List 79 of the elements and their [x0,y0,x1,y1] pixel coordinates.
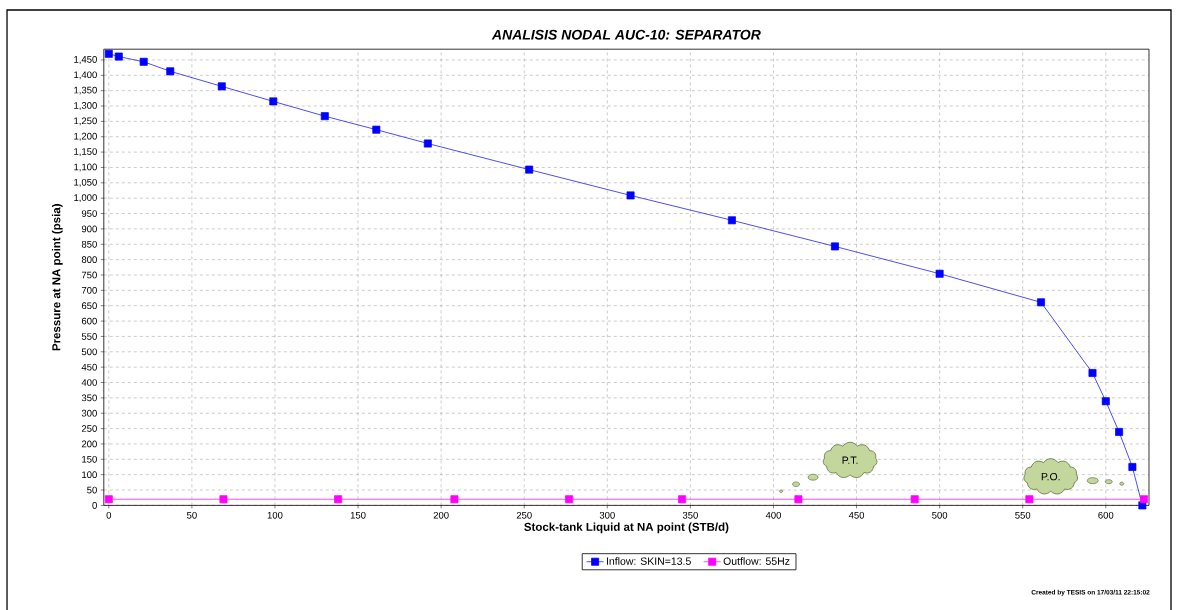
point [794,495,803,504]
point [166,67,175,76]
point [372,125,381,134]
annotation: P.O. [1041,472,1060,481]
y-axis-title: Pressure at NA point (psia) [51,204,63,351]
point [1140,495,1148,504]
point [423,139,432,148]
y-tick-label: 450 [81,363,97,371]
y-tick-label: 50 [87,486,97,494]
x-tick-label: 200 [433,511,449,519]
y-tick-label: 550 [81,333,97,340]
point [1088,369,1097,377]
point [320,112,329,121]
y-tick-label: 500 [81,348,97,356]
y-tick-label: 700 [81,286,97,294]
point [217,82,226,91]
point [104,495,113,504]
x-tick-label: 50 [186,511,197,519]
y-tick-label: 150 [82,455,97,463]
x-tick-label: 250 [516,511,532,519]
x-tick-label: 450 [848,511,865,519]
point [525,165,534,174]
x-tick-label: 400 [765,511,782,519]
x-tick-label: 550 [1015,511,1031,519]
point [334,495,343,504]
y-tick-label: 350 [81,394,97,402]
x-tick-label: 500 [932,511,948,519]
point [269,97,278,106]
point [139,57,148,66]
y-tick-label: 1,150 [74,148,97,157]
y-tick-label: 200 [81,440,97,448]
y-tick-label: 1,200 [74,132,97,141]
y-tick-label: 100 [82,471,97,479]
y-tick-label: 1,050 [74,178,97,187]
y-tick-label: 0 [92,502,97,509]
x-tick-label: 350 [682,511,698,519]
point [219,495,228,504]
point [1101,397,1110,406]
y-tick-label: 1,000 [74,194,97,203]
legend-label: Outflow: 55Hz [723,557,790,565]
y-tick-label: 950 [81,210,97,217]
point [1037,298,1045,307]
legend-label: Inflow: SKIN=13.5 [606,557,691,565]
point [910,495,919,504]
y-tick-label: 850 [81,240,97,248]
x-axis-title: Stock-tank Liquid at NA point (STB/d) [524,522,729,534]
point [830,242,839,251]
y-tick-label: 300 [81,409,97,417]
annotation: P.T. [842,456,858,464]
y-tick-label: 1,400 [74,71,97,80]
y-tick-label: 1,450 [74,56,97,64]
x-tick-label: 100 [267,511,283,519]
y-tick-label: 1,100 [74,163,97,172]
y-tick-label: 900 [81,225,97,233]
y-tick-label: 600 [81,317,97,325]
point [935,269,944,278]
chart-title: ANALISIS NODAL AUC-10: SEPARATOR [491,29,761,40]
x-tick-label: 300 [599,511,615,519]
x-tick-label: 600 [1098,511,1114,519]
point [450,495,459,504]
y-tick-label: 800 [81,256,97,263]
point [104,49,113,58]
y-tick-label: 750 [81,271,97,279]
x-tick-label: 0 [106,511,112,519]
x-tick-label: 150 [350,511,366,519]
y-tick-label: 1,350 [74,86,97,95]
point [114,52,123,61]
point [1025,495,1034,504]
point [678,495,687,504]
point [727,216,736,225]
point [1115,428,1124,436]
y-tick-label: 1,250 [74,117,97,126]
point [626,191,635,200]
y-tick-label: 1,300 [74,102,97,110]
y-tick-label: 400 [81,379,97,386]
point [565,495,574,504]
point [1128,463,1137,471]
y-tick-label: 650 [81,302,97,310]
y-tick-label: 250 [81,425,97,432]
